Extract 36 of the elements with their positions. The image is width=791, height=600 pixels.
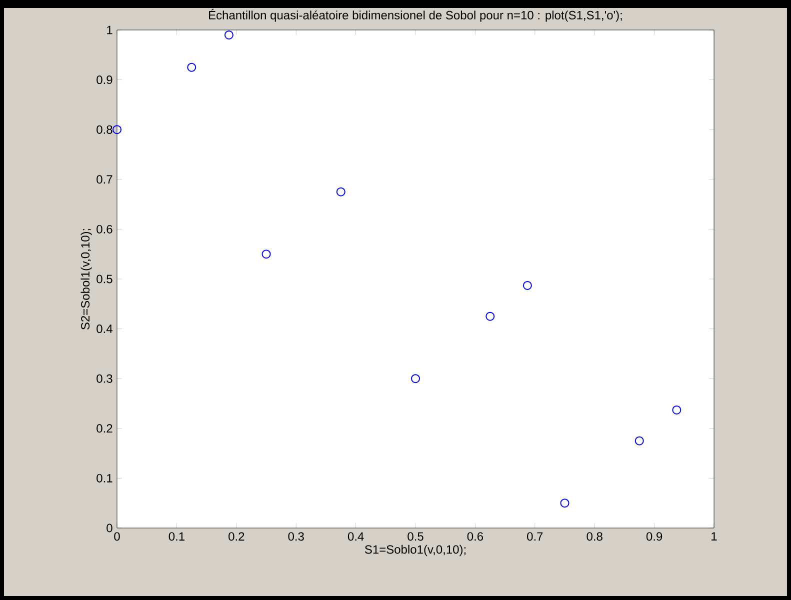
x-tick-label: 0 (114, 532, 120, 541)
x-tick-label: 0.8 (586, 532, 602, 541)
point (336, 187, 346, 196)
y-tick-label: 0.2 (96, 424, 112, 433)
x-tick-label: 0.1 (168, 532, 184, 541)
point (522, 280, 532, 290)
x-tick-label: 1 (712, 532, 717, 540)
point (262, 250, 271, 259)
point (112, 125, 122, 134)
x-tick-label: 0.2 (228, 532, 244, 541)
y-tick-label: 0.6 (96, 224, 112, 234)
x-tick-label: 0.9 (646, 532, 662, 541)
point (560, 498, 570, 508)
y-tick-label: 0.5 (96, 274, 112, 284)
x-tick-label: 0.4 (348, 532, 364, 541)
y-tick-label: 0 (106, 524, 112, 532)
y-tick-label: 0.8 (96, 125, 112, 134)
x-tick-label: 0.3 (288, 532, 304, 541)
y-tick-label: 0.4 (96, 324, 112, 334)
y-tick-label: 0.9 (96, 76, 112, 84)
point (672, 405, 682, 414)
x-tick-label: 0.6 (467, 532, 484, 541)
x-tick-label: 0.5 (408, 532, 424, 541)
y-tick-label: 1 (107, 26, 112, 34)
y-tick-label: 0.3 (96, 374, 112, 383)
x-tick-label: 0.7 (527, 532, 543, 541)
point (486, 312, 495, 321)
x-axis-title: S1=Soblo1(v,0,10); (364, 544, 466, 556)
point (411, 374, 420, 384)
y-tick-label: 0.1 (96, 474, 112, 482)
point (187, 62, 196, 72)
chart-title: Échantillon quasi-aléatoire bidimensionel de Sobol pour n=10 : plot(S1,S1,'o'); (209, 8, 622, 22)
y-tick-label: 0.7 (96, 175, 112, 184)
point (634, 436, 644, 446)
y-axis-title: S2=Sobol1(v,0,10); (80, 228, 92, 330)
point (224, 30, 234, 40)
